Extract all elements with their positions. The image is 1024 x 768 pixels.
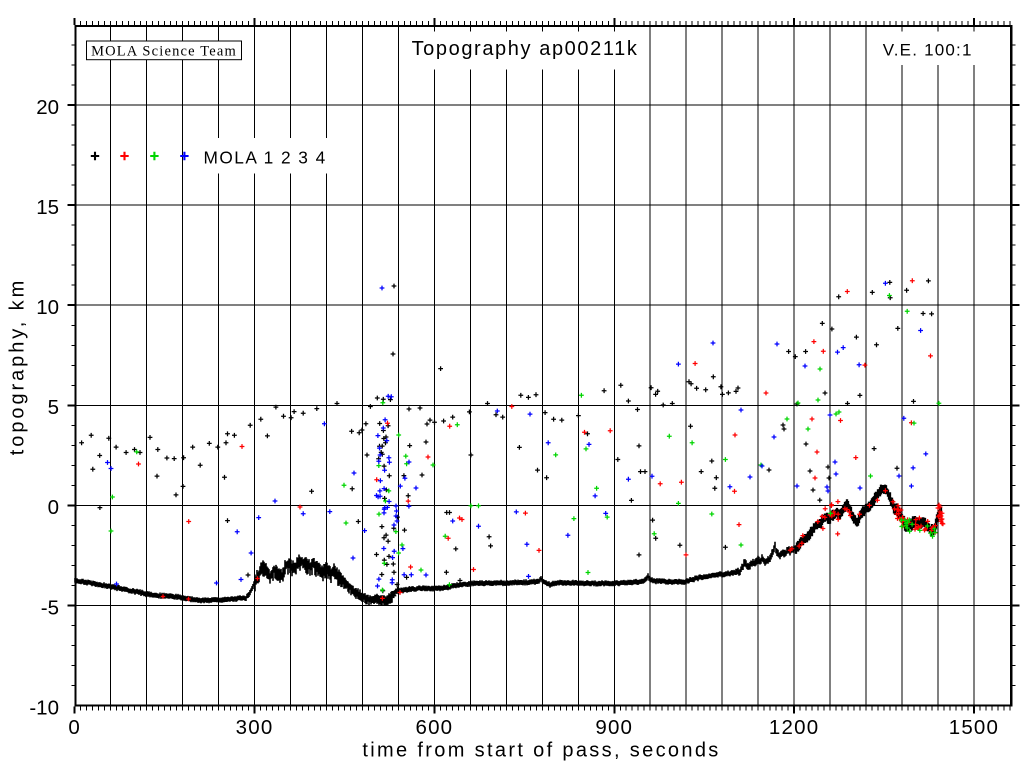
svg-text:1500: 1500 bbox=[949, 716, 999, 739]
svg-text:time from start of pass, secon: time from start of pass, seconds bbox=[362, 740, 720, 762]
svg-text:15: 15 bbox=[36, 196, 59, 219]
svg-text:topography, km: topography, km bbox=[7, 278, 29, 455]
svg-text:-10: -10 bbox=[29, 696, 59, 719]
svg-text:900: 900 bbox=[595, 716, 633, 739]
svg-text:-5: -5 bbox=[41, 596, 59, 619]
svg-text:0: 0 bbox=[68, 716, 81, 739]
svg-text:20: 20 bbox=[36, 96, 59, 119]
svg-text:MOLA 1 2 3 4: MOLA 1 2 3 4 bbox=[204, 147, 327, 167]
svg-text:600: 600 bbox=[415, 716, 453, 739]
svg-text:10: 10 bbox=[36, 296, 59, 319]
svg-text:MOLA Science Team: MOLA Science Team bbox=[91, 44, 237, 60]
svg-text:5: 5 bbox=[48, 396, 59, 419]
svg-text:0: 0 bbox=[48, 496, 59, 519]
svg-text:Topography ap00211k: Topography ap00211k bbox=[412, 38, 639, 60]
svg-text:300: 300 bbox=[236, 716, 274, 739]
svg-text:1200: 1200 bbox=[769, 716, 819, 739]
svg-text:V.E. 100:1: V.E. 100:1 bbox=[883, 41, 973, 60]
